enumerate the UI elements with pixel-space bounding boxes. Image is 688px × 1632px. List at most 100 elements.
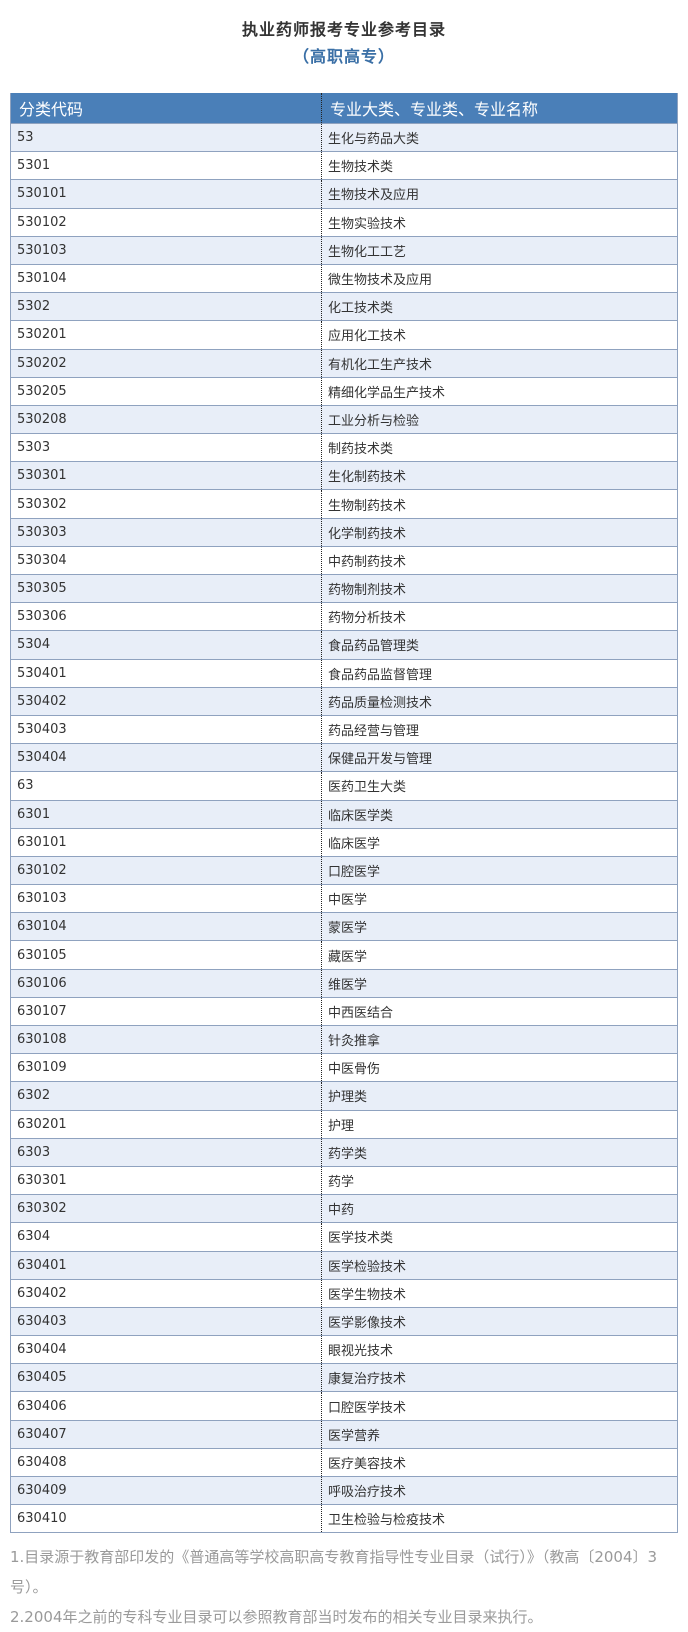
cell-name: 生物实验技术 [321, 207, 678, 237]
cell-code: 630405 [10, 1363, 322, 1392]
cell-name: 药品经营与管理 [321, 714, 678, 744]
table-row: 630403 医学影像技术 [10, 1306, 678, 1336]
cell-code: 530201 [10, 320, 322, 349]
header-name: 专业大类、专业类、专业名称 [321, 93, 678, 124]
cell-name: 生化与药品大类 [321, 122, 678, 152]
cell-name: 蒙医学 [321, 912, 678, 941]
cell-name: 维医学 [321, 968, 678, 998]
table-row: 5304 食品药品管理类 [10, 630, 678, 660]
cell-name: 康复治疗技术 [321, 1363, 678, 1392]
table-row: 53 生化与药品大类 [10, 122, 678, 152]
table-row: 530301 生化制药技术 [10, 461, 678, 490]
cell-name: 医学影像技术 [321, 1306, 678, 1336]
cell-code: 630409 [10, 1475, 322, 1505]
table-row: 630105 藏医学 [10, 940, 678, 970]
table-row: 530401 食品药品监督管理 [10, 658, 678, 688]
table-row: 630409 呼吸治疗技术 [10, 1475, 678, 1505]
cell-code: 530104 [10, 263, 322, 293]
cell-name: 呼吸治疗技术 [321, 1475, 678, 1505]
cell-name: 医学生物技术 [321, 1278, 678, 1308]
table-row: 630107 中西医结合 [10, 996, 678, 1026]
table-header-row: 分类代码 专业大类、专业类、专业名称 [10, 93, 678, 124]
cell-name: 药物制剂技术 [321, 573, 678, 603]
table-row: 530305 药物制剂技术 [10, 573, 678, 603]
table-row: 630101 临床医学 [10, 827, 678, 857]
cell-name: 生物化工工艺 [321, 235, 678, 265]
table-row: 630301 药学 [10, 1165, 678, 1195]
cell-code: 6303 [10, 1137, 322, 1167]
cell-code: 6304 [10, 1222, 322, 1251]
cell-name: 医学检验技术 [321, 1250, 678, 1280]
cell-name: 药品质量检测技术 [321, 686, 678, 716]
cell-name: 有机化工生产技术 [321, 348, 678, 378]
cell-name: 临床医学 [321, 827, 678, 857]
cell-code: 630102 [10, 855, 322, 885]
table-row: 630201 护理 [10, 1109, 678, 1139]
cell-name: 制药技术类 [321, 433, 678, 462]
cell-code: 530304 [10, 545, 322, 575]
cell-code: 630402 [10, 1278, 322, 1308]
header-code: 分类代码 [10, 93, 322, 124]
cell-name: 藏医学 [321, 940, 678, 970]
cell-code: 6301 [10, 799, 322, 829]
table-row: 630103 中医学 [10, 884, 678, 913]
cell-code: 630103 [10, 884, 322, 913]
cell-name: 中医学 [321, 884, 678, 913]
table-row: 6304 医学技术类 [10, 1222, 678, 1251]
major-catalog-table: 分类代码 专业大类、专业类、专业名称 53 生化与药品大类 5301 生物技术类 530… [10, 93, 678, 1534]
table-row: 630407 医学营养 [10, 1419, 678, 1449]
cell-code: 530101 [10, 179, 322, 209]
table-row: 530302 生物制药技术 [10, 489, 678, 519]
cell-name: 医疗美容技术 [321, 1447, 678, 1477]
cell-name: 眼视光技术 [321, 1335, 678, 1364]
cell-code: 630107 [10, 996, 322, 1026]
table-row: 630404 眼视光技术 [10, 1335, 678, 1364]
cell-name: 应用化工技术 [321, 320, 678, 349]
cell-name: 生化制药技术 [321, 461, 678, 490]
cell-code: 5304 [10, 630, 322, 660]
table-row: 630104 蒙医学 [10, 912, 678, 941]
cell-code: 630108 [10, 1024, 322, 1054]
cell-code: 530303 [10, 517, 322, 547]
table-row: 530306 药物分析技术 [10, 602, 678, 631]
cell-name: 保健品开发与管理 [321, 743, 678, 772]
cell-name: 食品药品监督管理 [321, 658, 678, 688]
cell-name: 食品药品管理类 [321, 630, 678, 660]
cell-code: 5301 [10, 151, 322, 180]
cell-code: 530301 [10, 461, 322, 490]
cell-code: 630401 [10, 1250, 322, 1280]
table-row: 6303 药学类 [10, 1137, 678, 1167]
table-row: 630106 维医学 [10, 968, 678, 998]
cell-code: 530102 [10, 207, 322, 237]
table-row: 530104 微生物技术及应用 [10, 263, 678, 293]
cell-name: 药学 [321, 1165, 678, 1195]
cell-name: 中药 [321, 1194, 678, 1223]
cell-code: 630101 [10, 827, 322, 857]
table-row: 630405 康复治疗技术 [10, 1363, 678, 1392]
cell-code: 6302 [10, 1081, 322, 1111]
cell-code: 530401 [10, 658, 322, 688]
table-row: 5303 制药技术类 [10, 433, 678, 462]
cell-code: 530403 [10, 714, 322, 744]
cell-code: 630105 [10, 940, 322, 970]
cell-name: 药学类 [321, 1137, 678, 1167]
cell-code: 530404 [10, 743, 322, 772]
cell-code: 630408 [10, 1447, 322, 1477]
table-row: 63 医药卫生大类 [10, 771, 678, 800]
table-row: 5301 生物技术类 [10, 151, 678, 180]
page-subtitle: （高职高专） [292, 47, 395, 66]
cell-name: 中药制药技术 [321, 545, 678, 575]
cell-code: 5303 [10, 433, 322, 462]
cell-code: 630410 [10, 1504, 322, 1534]
cell-name: 微生物技术及应用 [321, 263, 678, 293]
cell-name: 口腔医学 [321, 855, 678, 885]
table-row: 630302 中药 [10, 1194, 678, 1223]
cell-name: 生物制药技术 [321, 489, 678, 519]
cell-code: 530208 [10, 404, 322, 434]
cell-name: 口腔医学技术 [321, 1391, 678, 1421]
table-row: 630401 医学检验技术 [10, 1250, 678, 1280]
cell-code: 630403 [10, 1306, 322, 1336]
cell-code: 630302 [10, 1194, 322, 1223]
cell-code: 630404 [10, 1335, 322, 1364]
cell-code: 5302 [10, 292, 322, 321]
